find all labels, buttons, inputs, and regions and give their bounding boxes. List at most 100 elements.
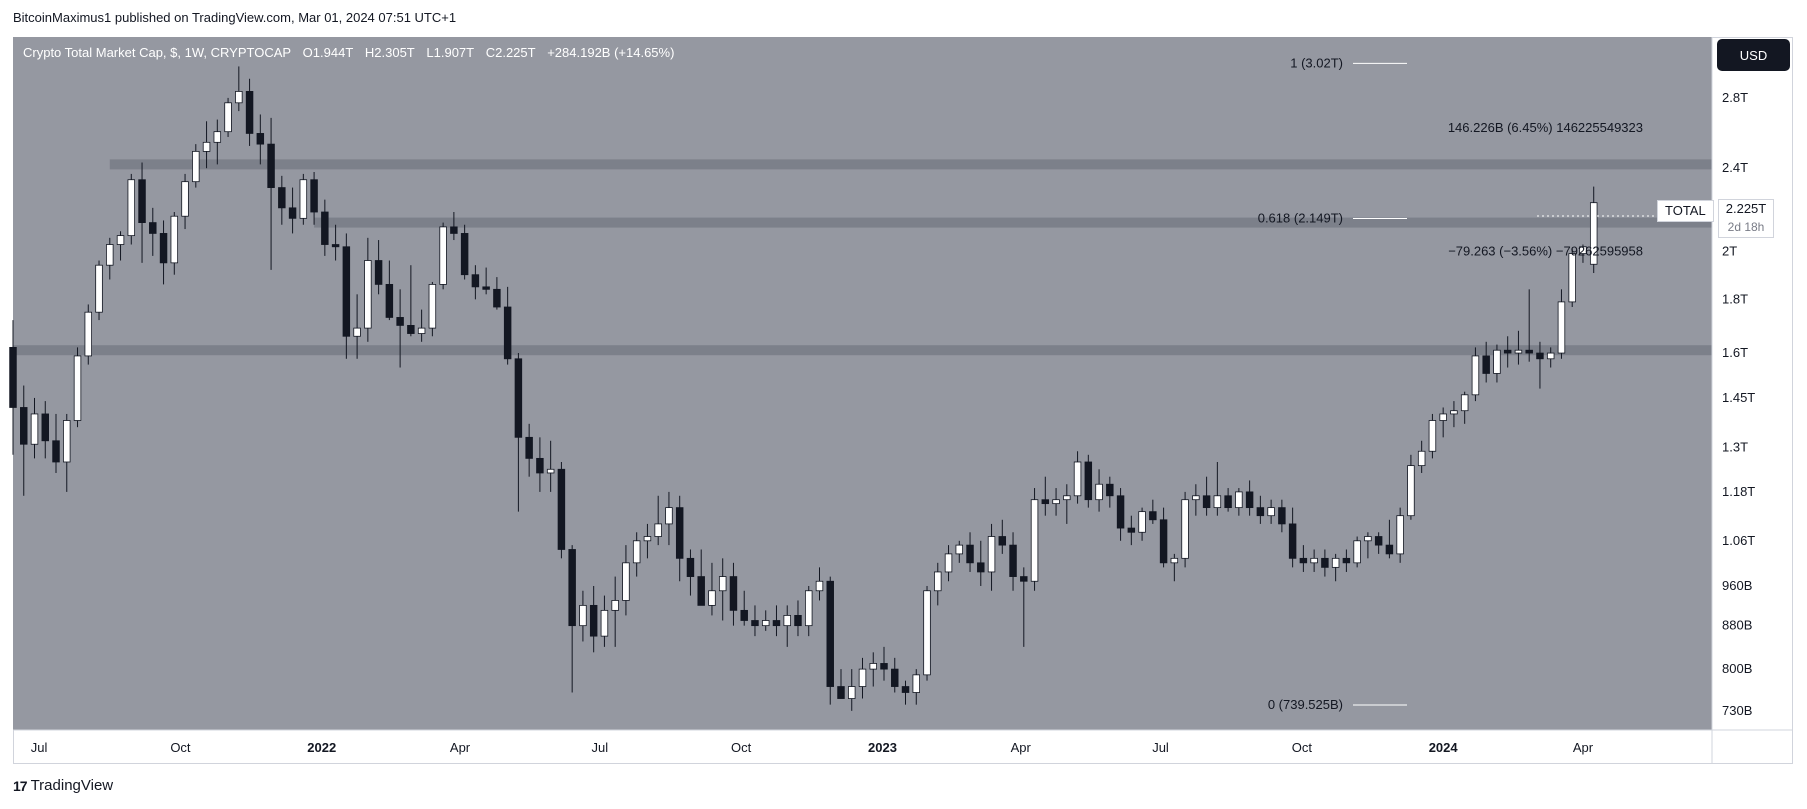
candle	[84, 304, 93, 365]
legend-change: +284.192B (+14.65%)	[547, 45, 675, 60]
candle-body-up	[987, 536, 996, 573]
candles	[9, 66, 1598, 711]
candle	[245, 78, 254, 146]
time-axis-label: Apr	[450, 740, 471, 755]
candle	[783, 605, 791, 647]
price-axis-label: 960B	[1722, 578, 1752, 593]
candle-body-up	[116, 235, 125, 245]
candle	[1493, 344, 1501, 383]
candle	[1546, 347, 1555, 368]
candle-body-up	[1267, 507, 1275, 517]
candle	[525, 423, 533, 477]
candle	[923, 585, 931, 681]
candle	[1256, 495, 1265, 524]
candle-body-down	[460, 233, 469, 276]
candle-body-down	[998, 536, 1007, 546]
candle	[1439, 407, 1447, 438]
candle-body-up	[170, 215, 179, 264]
candle-body-up	[1364, 536, 1372, 542]
candle	[1030, 488, 1039, 591]
candle	[1417, 440, 1426, 473]
candle	[1159, 507, 1168, 568]
currency-button[interactable]: USD	[1717, 39, 1790, 71]
candle	[374, 240, 383, 295]
candle	[202, 121, 211, 169]
candle-body-down	[1288, 523, 1297, 559]
candle-body-down	[331, 244, 340, 248]
candle-body-down	[1202, 495, 1211, 509]
tradingview-logo-icon: 17	[13, 777, 28, 794]
candle-body-up	[1181, 499, 1189, 559]
candle	[665, 491, 673, 546]
candle	[1460, 391, 1469, 424]
candle-body-up	[665, 507, 673, 525]
candle-body-up	[1353, 540, 1361, 564]
candle-body-down	[794, 615, 802, 627]
candle	[718, 558, 727, 621]
price-axis-label: 1.6T	[1722, 345, 1748, 360]
symbol-tag: TOTAL	[1657, 200, 1714, 222]
candle-body-down	[1041, 499, 1050, 505]
candle	[138, 162, 146, 263]
candle-body-down	[267, 143, 275, 188]
candle-body-down	[966, 544, 974, 564]
candle	[181, 173, 189, 230]
price-axis-label: 730B	[1722, 703, 1752, 718]
candle-body-up	[192, 150, 200, 183]
candle	[955, 540, 964, 563]
candle	[63, 413, 71, 492]
candle	[170, 212, 179, 275]
candle	[740, 590, 748, 626]
candle	[1278, 499, 1286, 533]
candle	[568, 545, 576, 693]
candle-body-up	[1579, 246, 1587, 254]
candle	[1579, 244, 1587, 263]
candle-body-down	[1020, 576, 1028, 582]
candle	[1471, 347, 1480, 402]
candle	[600, 595, 609, 647]
candle-body-down	[1084, 461, 1093, 501]
candle-body-up	[708, 590, 716, 606]
candle-body-up	[84, 311, 93, 357]
time-axis-label: Apr	[1573, 740, 1594, 755]
candle-body-down	[1116, 495, 1125, 529]
candle-body-up	[944, 553, 953, 573]
candle	[1020, 567, 1028, 647]
candle	[1342, 549, 1351, 572]
candle	[579, 590, 587, 642]
legend-high: H2.305T	[364, 45, 415, 60]
candle-body-up	[1493, 349, 1501, 374]
candle	[901, 680, 910, 705]
candle-body-down	[1385, 544, 1394, 555]
candle-body-up	[224, 102, 232, 133]
tradingview-logo[interactable]: 17 TradingView	[13, 777, 113, 794]
candle	[52, 413, 60, 473]
candle-body-down	[751, 620, 759, 627]
candle	[848, 669, 856, 711]
candle-body-up	[1589, 202, 1598, 265]
legend-open: O1.944T	[302, 45, 354, 60]
candle-body-up	[1331, 557, 1340, 568]
candle-body-down	[396, 317, 404, 326]
time-axis-label: Jul	[592, 740, 609, 755]
candle	[299, 173, 308, 225]
candle	[20, 385, 28, 496]
candle	[998, 519, 1007, 554]
candle-body-down	[342, 246, 351, 337]
legend-title: Crypto Total Market Cap, $, 1W, CRYPTOCA…	[23, 45, 292, 60]
candle-body-down	[503, 306, 512, 360]
candle	[1299, 545, 1308, 572]
candle-body-up	[1428, 420, 1437, 452]
candle-body-up	[579, 604, 587, 627]
candle-body-down	[826, 580, 834, 687]
price-axis-label: 1.45T	[1722, 390, 1755, 405]
fib-levels: 1 (3.02T) 0.618 (2.149T) 0 (739.525B)	[1258, 55, 1407, 712]
candle	[1170, 553, 1179, 582]
candle	[858, 657, 867, 699]
candle	[106, 237, 114, 280]
price-axis-label: 2.4T	[1722, 160, 1748, 175]
candle-body-down	[1159, 519, 1168, 564]
annotations: 146.226B (6.45%) 146225549323 −79.263 (−3…	[1448, 120, 1643, 258]
candle	[1568, 249, 1576, 308]
